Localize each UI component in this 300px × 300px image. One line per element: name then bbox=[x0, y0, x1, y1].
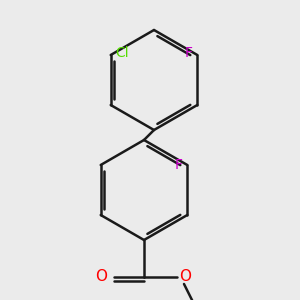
Text: O: O bbox=[179, 269, 191, 284]
Text: F: F bbox=[184, 46, 193, 60]
Text: Cl: Cl bbox=[116, 46, 129, 60]
Text: F: F bbox=[175, 158, 182, 172]
Text: O: O bbox=[95, 269, 107, 284]
